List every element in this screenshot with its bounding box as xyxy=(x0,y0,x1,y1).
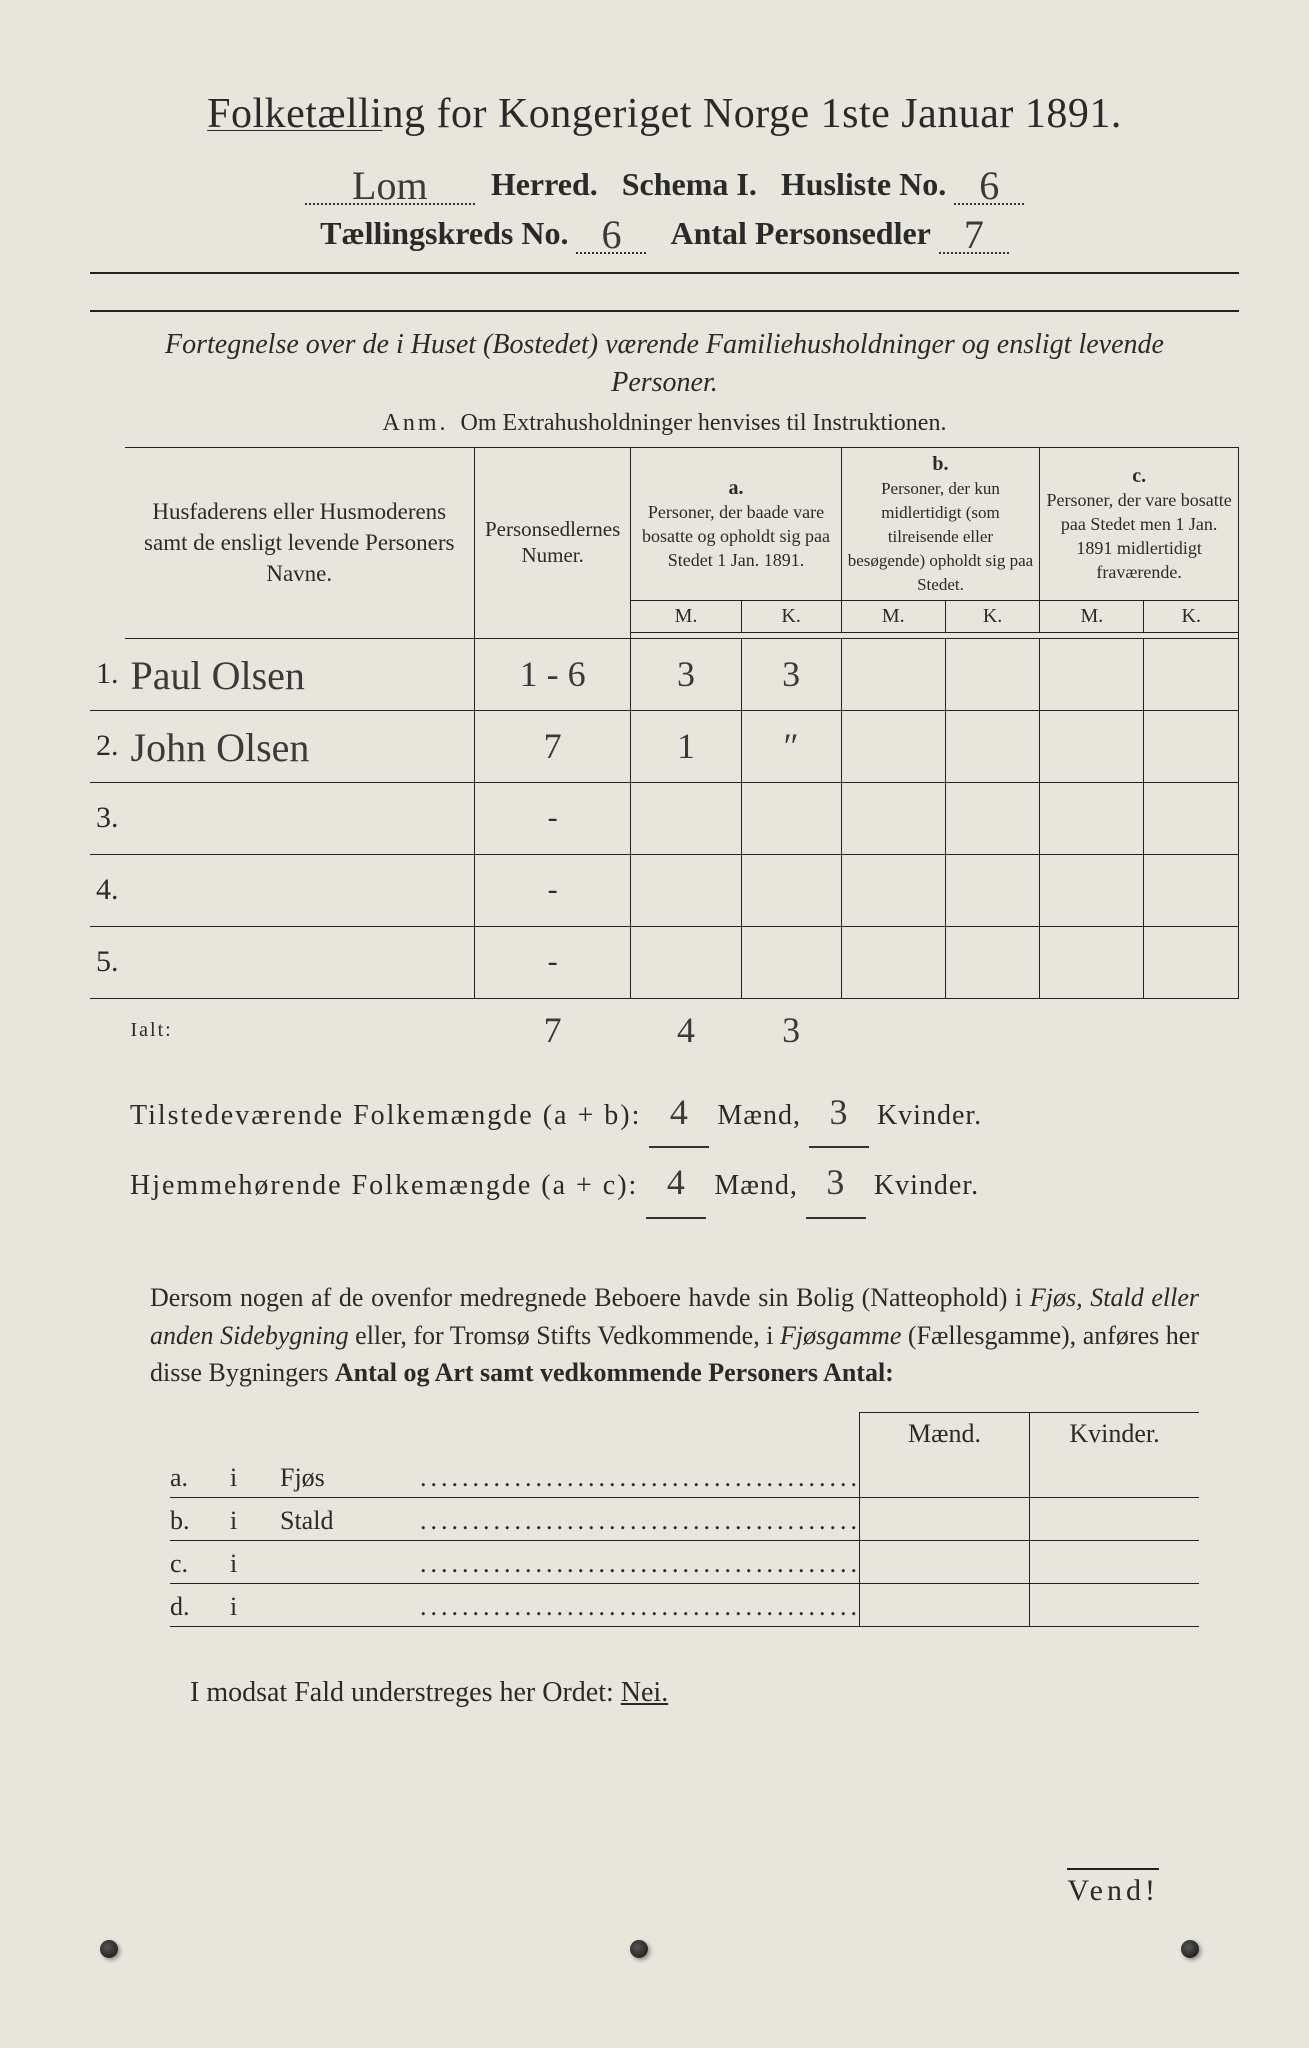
col-m: M. xyxy=(1040,600,1144,632)
sublist-row: b. i Stald .............................… xyxy=(170,1498,1199,1541)
name-cell xyxy=(125,926,475,998)
num-cell: - xyxy=(475,782,631,854)
title-part: for Kongeriget Norge 1ste Januar 1891. xyxy=(425,91,1121,137)
cell-cK xyxy=(1144,638,1239,710)
group-a-head: a. Personer, der baade vare bosatte og o… xyxy=(631,447,841,600)
row-num: 3. xyxy=(90,782,125,854)
anm-text: Om Extrahusholdninger henvises til Instr… xyxy=(461,410,947,436)
kreds-field: 6 xyxy=(576,215,646,254)
name-cell: Paul Olsen xyxy=(125,638,475,710)
cell-bK xyxy=(945,710,1039,782)
title-part: Folketælli xyxy=(207,91,382,137)
total-resident: Hjemmehørende Folkemængde (a + c): 4 Mæn… xyxy=(130,1148,1239,1218)
cell-bM xyxy=(841,710,945,782)
ialt-label: Ialt: xyxy=(125,998,475,1062)
subtitle: Fortegnelse over de i Huset (Bostedet) v… xyxy=(150,326,1179,402)
sublist-row: c. i ...................................… xyxy=(170,1541,1199,1584)
nei-line: I modsat Fald understreges her Ordet: Ne… xyxy=(190,1677,1239,1709)
divider xyxy=(90,310,1239,312)
schema-label: Schema I. xyxy=(622,166,757,202)
title-part: ng xyxy=(382,91,425,137)
sublist-m: Mænd. xyxy=(860,1412,1030,1455)
anm-label: Anm. xyxy=(383,410,449,436)
herred-value: Lom xyxy=(352,170,428,202)
col-num-head: Personsedlernes Numer. xyxy=(475,447,631,638)
sublist: Mænd. Kvinder. a. i Fjøs ...............… xyxy=(170,1412,1199,1627)
pin-icon xyxy=(1181,1940,1199,1958)
pin-icon xyxy=(100,1940,118,1958)
table-row: 2. John Olsen 7 1 ″ xyxy=(90,710,1239,782)
nei-word: Nei. xyxy=(621,1677,668,1708)
cell-cK xyxy=(1144,710,1239,782)
row-num: 1. xyxy=(90,638,125,710)
sublist-k: Kvinder. xyxy=(1030,1412,1199,1455)
husliste-label: Husliste No. xyxy=(781,166,946,202)
col-k: K. xyxy=(945,600,1039,632)
row-num: 2. xyxy=(90,710,125,782)
cell-aM: 3 xyxy=(631,638,741,710)
col-m: M. xyxy=(631,600,741,632)
name-cell xyxy=(125,782,475,854)
cell-bM xyxy=(841,638,945,710)
ialt-aK: 3 xyxy=(782,1010,800,1050)
num-cell: - xyxy=(475,926,631,998)
cell-bK xyxy=(945,638,1039,710)
num-cell: 1 - 6 xyxy=(475,638,631,710)
total-present: Tilstedeværende Folkemængde (a + b): 4 M… xyxy=(130,1078,1239,1148)
group-c-head: c. Personer, der vare bosatte paa Stedet… xyxy=(1040,447,1239,600)
cell-cM xyxy=(1040,638,1144,710)
ialt-row: Ialt: 7 4 3 xyxy=(90,998,1239,1062)
sublist-row: a. i Fjøs ..............................… xyxy=(170,1455,1199,1498)
sublist-head: Mænd. Kvinder. xyxy=(859,1412,1199,1455)
census-form-page: Folketælling for Kongeriget Norge 1ste J… xyxy=(90,90,1239,2018)
table-row: 3. - xyxy=(90,782,1239,854)
table-row: 4. - xyxy=(90,854,1239,926)
pin-icon xyxy=(630,1940,648,1958)
herred-field: Lom xyxy=(305,166,475,205)
anm-line: Anm. Om Extrahusholdninger henvises til … xyxy=(90,410,1239,437)
antal-value: 7 xyxy=(964,219,984,251)
sublist-row: d. i ...................................… xyxy=(170,1584,1199,1627)
col-k: K. xyxy=(741,600,841,632)
totals-block: Tilstedeværende Folkemængde (a + b): 4 M… xyxy=(130,1078,1239,1219)
col-name-head: Husfaderens eller Husmoderens samt de en… xyxy=(125,447,475,638)
row-num: 4. xyxy=(90,854,125,926)
page-title: Folketælling for Kongeriget Norge 1ste J… xyxy=(90,90,1239,138)
paragraph: Dersom nogen af de ovenfor medregnede Be… xyxy=(150,1279,1199,1392)
antal-label: Antal Personsedler xyxy=(670,215,930,251)
num-cell: - xyxy=(475,854,631,926)
group-b-head: b. Personer, der kun midlertidigt (som t… xyxy=(841,447,1040,600)
table-row: 5. - xyxy=(90,926,1239,998)
table-row: 1. Paul Olsen 1 - 6 3 3 xyxy=(90,638,1239,710)
husliste-field: 6 xyxy=(954,166,1024,205)
antal-field: 7 xyxy=(939,215,1009,254)
herred-label: Herred. xyxy=(491,166,598,202)
cell-cM xyxy=(1040,710,1144,782)
name-cell xyxy=(125,854,475,926)
ialt-num: 7 xyxy=(544,1010,562,1050)
kreds-label: Tællingskreds No. xyxy=(320,215,568,251)
kreds-value: 6 xyxy=(601,219,621,251)
ialt-aM: 4 xyxy=(677,1010,695,1050)
num-cell: 7 xyxy=(475,710,631,782)
vend-label: Vend! xyxy=(1067,1868,1159,1908)
col-m: M. xyxy=(841,600,945,632)
col-k: K. xyxy=(1144,600,1239,632)
header-line-2: Tællingskreds No. 6 Antal Personsedler 7 xyxy=(90,215,1239,254)
husliste-value: 6 xyxy=(979,170,999,202)
cell-aK: 3 xyxy=(741,638,841,710)
row-num: 5. xyxy=(90,926,125,998)
header-line-1: Lom Herred. Schema I. Husliste No. 6 xyxy=(90,166,1239,205)
name-cell: John Olsen xyxy=(125,710,475,782)
cell-aK: ″ xyxy=(741,710,841,782)
census-table: Husfaderens eller Husmoderens samt de en… xyxy=(90,447,1239,1063)
cell-aM: 1 xyxy=(631,710,741,782)
divider xyxy=(90,272,1239,274)
